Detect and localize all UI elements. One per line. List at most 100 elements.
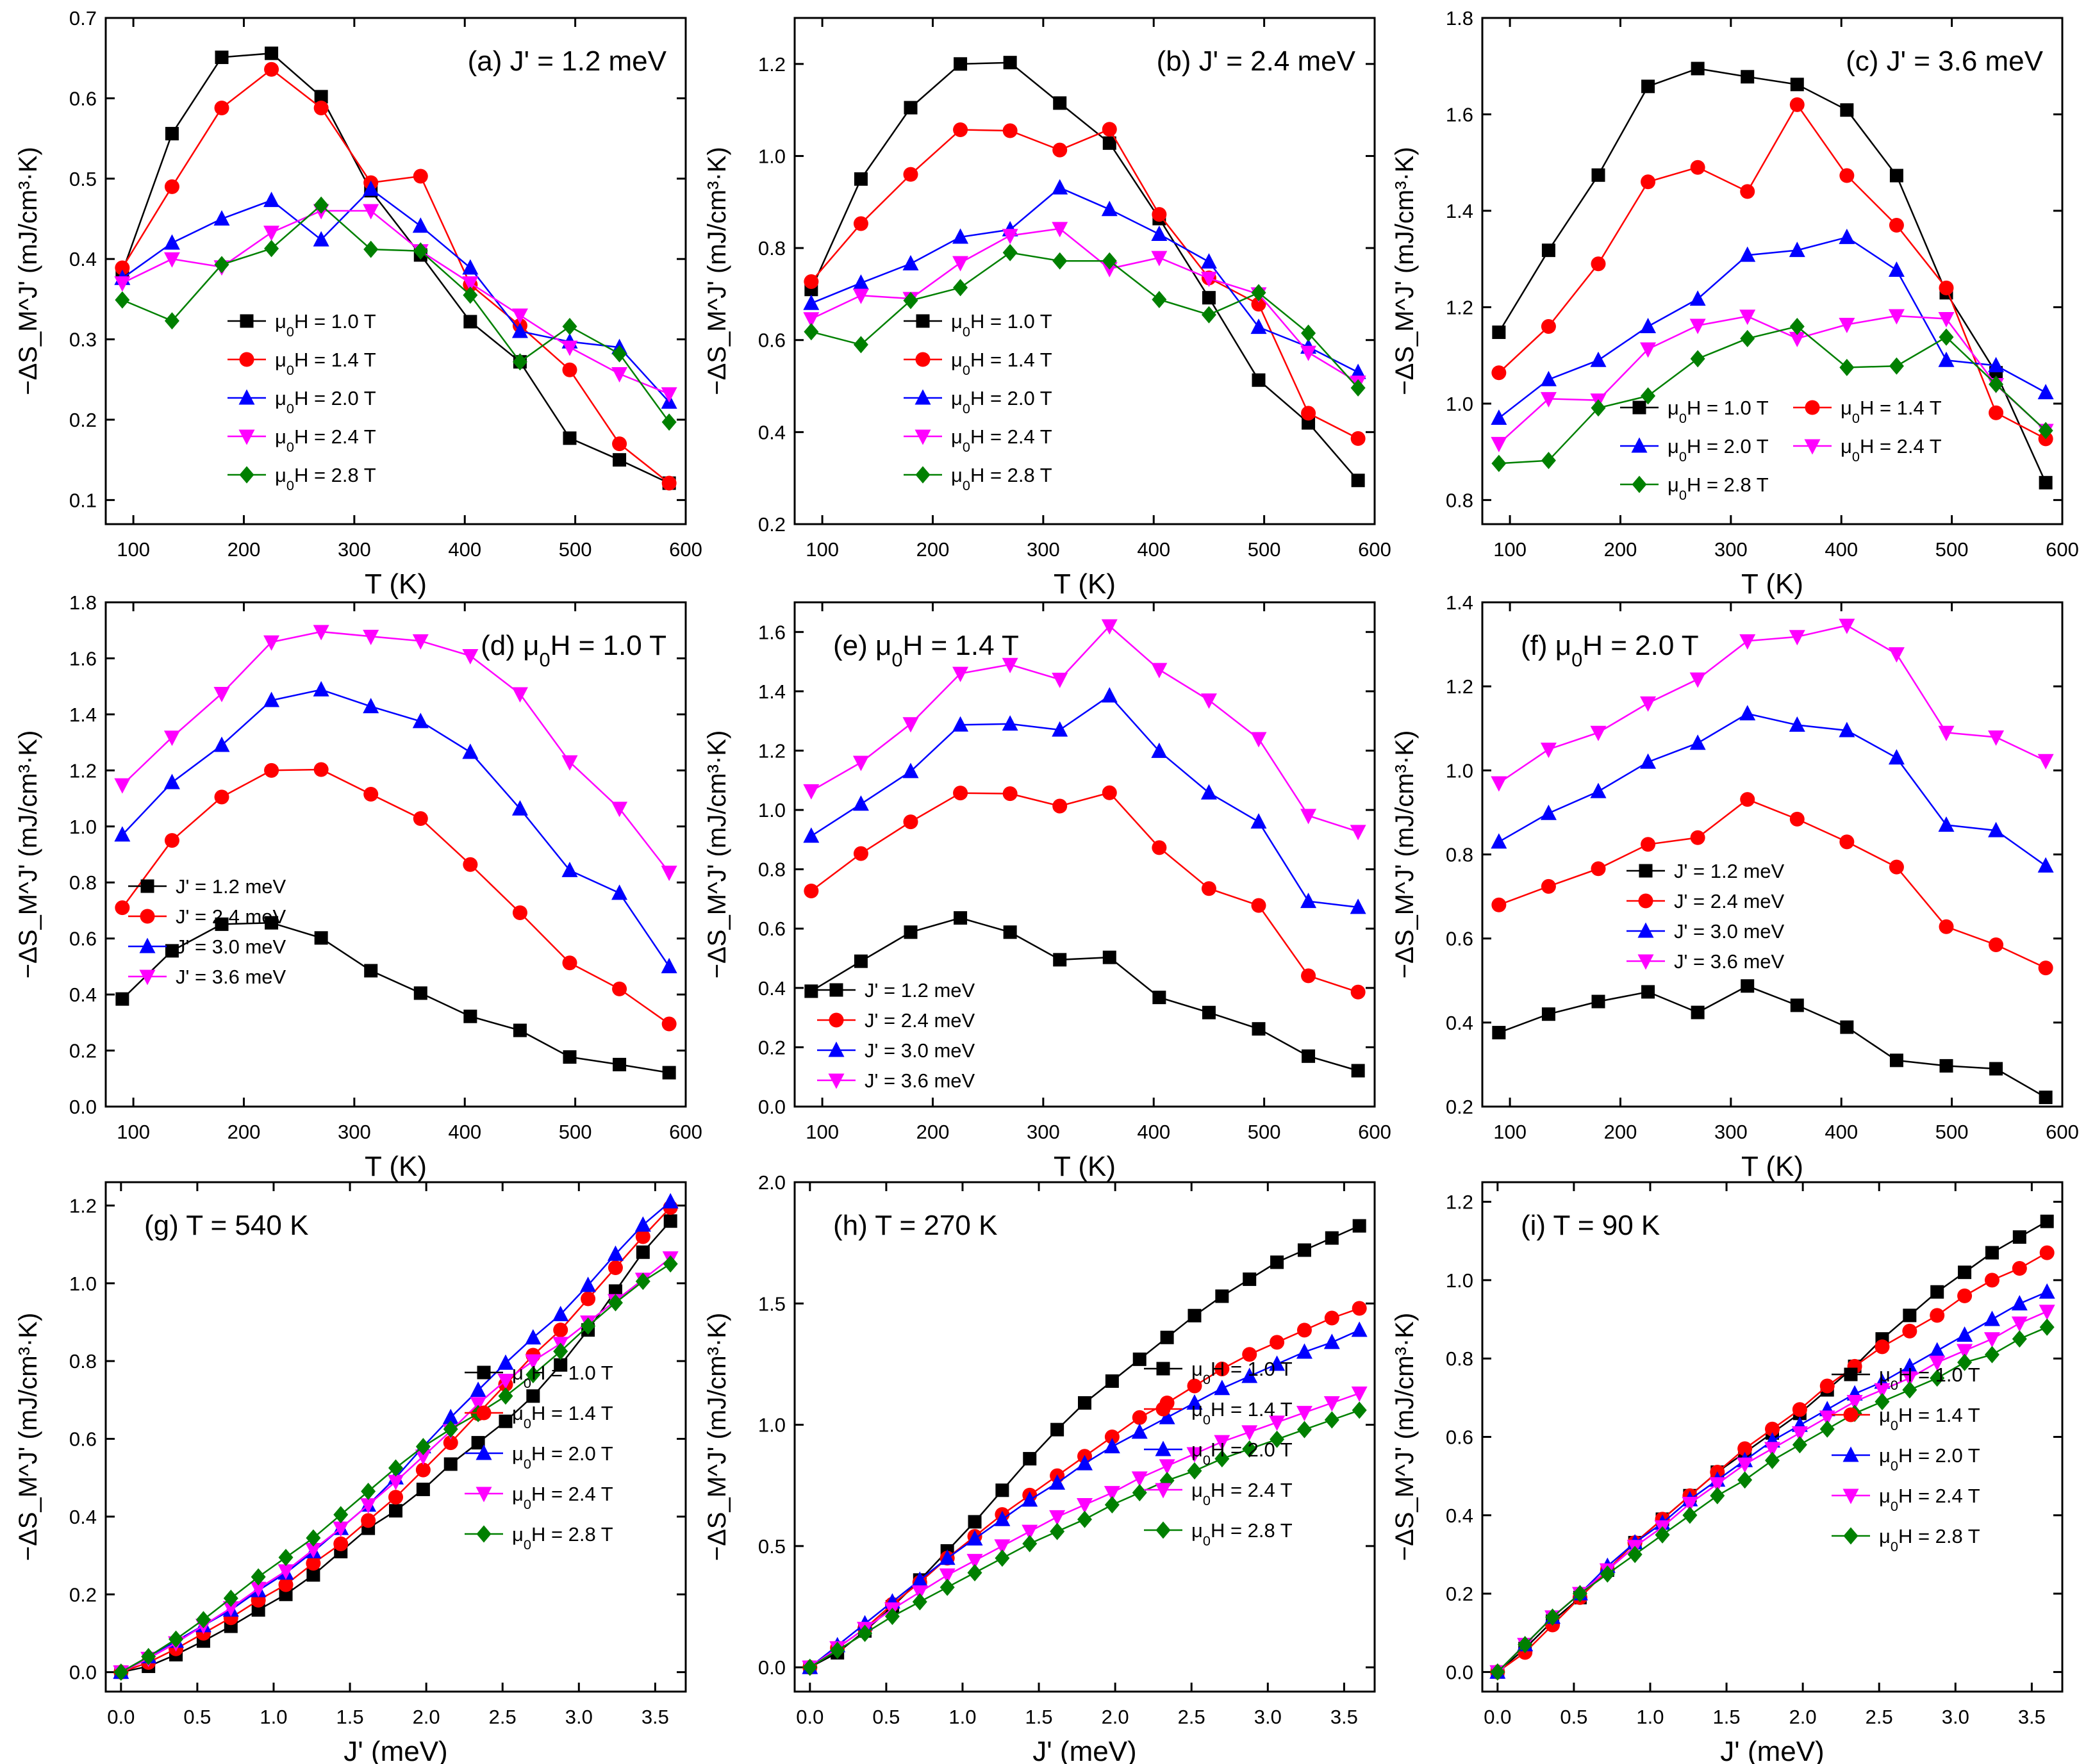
data-point (1938, 816, 1955, 832)
data-point (1350, 431, 1366, 446)
y-tick-label: 1.0 (758, 145, 786, 167)
data-point (1104, 1438, 1120, 1454)
legend-marker (140, 879, 154, 893)
data-point (115, 291, 130, 309)
legend-label: μ0H = 2.8 T (1191, 1519, 1293, 1549)
data-point (1957, 1353, 1973, 1371)
y-tick-label: 0.2 (758, 1036, 786, 1059)
data-point (164, 179, 179, 194)
legend-label: J' = 3.6 meV (865, 1069, 975, 1092)
data-point (1050, 1422, 1064, 1437)
data-point (1052, 252, 1068, 270)
legend-marker (139, 969, 156, 985)
data-point (663, 1255, 678, 1273)
data-point (1241, 1367, 1258, 1383)
data-point (333, 1536, 349, 1551)
data-point (1323, 1396, 1340, 1412)
y-tick-label: 1.0 (69, 816, 97, 838)
data-point (1214, 1362, 1230, 1376)
x-tick-label: 0.5 (872, 1706, 900, 1728)
data-point (1269, 1415, 1286, 1431)
series-line-3 (1498, 236, 2046, 419)
x-tick-label: 200 (1604, 538, 1637, 561)
data-point (662, 1192, 679, 1208)
data-point (1641, 387, 1656, 405)
data-point (1077, 1510, 1092, 1528)
y-tick-label: 0.6 (69, 928, 97, 950)
data-point (663, 1214, 677, 1228)
data-point (363, 240, 379, 258)
y-tick-label: 1.0 (758, 1414, 786, 1437)
legend-label: μ0H = 2.4 T (512, 1483, 613, 1512)
y-tick-label: 1.4 (758, 680, 786, 703)
y-axis-label: −ΔS_M^J' (mJ/cm³·K) (703, 730, 731, 979)
data-point (1888, 261, 1905, 277)
data-point (1541, 243, 1555, 258)
data-point (1352, 1301, 1367, 1316)
data-point (1270, 1255, 1284, 1269)
data-point (1740, 329, 1755, 347)
series-line-2 (1498, 103, 2046, 440)
y-tick-label: 1.2 (758, 53, 786, 76)
x-tick-label: 500 (1248, 538, 1281, 561)
data-point (1930, 1308, 1945, 1323)
legend-marker (1155, 1521, 1171, 1539)
data-point (1351, 1064, 1365, 1078)
legend-marker (139, 937, 156, 953)
data-point (661, 1016, 677, 1032)
data-point (1540, 804, 1557, 820)
series-line-3 (122, 188, 670, 403)
legend-label: μ0H = 2.4 T (1879, 1485, 1980, 1514)
data-point (1929, 1342, 1946, 1358)
data-point (1875, 1339, 1890, 1355)
data-point (1737, 1457, 1753, 1473)
data-point (265, 916, 279, 930)
data-point (911, 1585, 928, 1601)
y-tick-label: 1.0 (1446, 393, 1473, 415)
data-point (2038, 422, 2053, 440)
y-tick-label: 0.2 (69, 409, 97, 431)
legend-label: μ0H = 1.4 T (1841, 397, 1942, 426)
data-point (1186, 1394, 1203, 1410)
y-tick-label: 0.0 (69, 1096, 97, 1118)
data-point (561, 861, 578, 877)
data-point (1888, 749, 1905, 765)
y-tick-label: 0.5 (69, 168, 97, 190)
legend-label: μ0H = 2.8 T (275, 464, 376, 493)
x-tick-label: 2.5 (1178, 1706, 1205, 1728)
x-tick-label: 600 (2046, 1121, 2079, 1143)
data-point (612, 981, 627, 996)
data-point (1491, 897, 1507, 912)
data-point (1002, 229, 1018, 245)
data-point (471, 1436, 485, 1450)
y-tick-label: 1.2 (758, 739, 786, 762)
series-line-4 (1498, 315, 2046, 445)
data-point (1901, 1371, 1918, 1387)
series-line-4 (811, 625, 1359, 833)
legend-marker (1639, 864, 1653, 878)
data-point (413, 169, 428, 184)
data-point (115, 900, 130, 916)
data-point (443, 1420, 458, 1438)
series-line-5 (122, 204, 670, 423)
legend-marker (477, 1365, 491, 1380)
data-point (389, 1504, 402, 1518)
legend-label: μ0H = 2.0 T (951, 387, 1052, 416)
data-point (1052, 179, 1068, 195)
series-line-1 (121, 52, 670, 484)
y-tick-label: 1.2 (1446, 296, 1473, 318)
data-point (1789, 331, 1805, 347)
data-point (1188, 1308, 1202, 1323)
data-point (1989, 1062, 2003, 1076)
data-point (1296, 1323, 1312, 1338)
data-point (251, 1568, 266, 1586)
x-axis-label: T (K) (365, 568, 427, 600)
data-point (1690, 350, 1705, 368)
series-line-5 (811, 251, 1359, 389)
data-point (1491, 365, 1507, 381)
y-tick-label: 1.0 (1446, 759, 1473, 782)
data-point (361, 1482, 376, 1500)
data-point (554, 1358, 568, 1372)
data-point (1889, 1053, 1903, 1067)
data-point (1600, 1565, 1615, 1583)
